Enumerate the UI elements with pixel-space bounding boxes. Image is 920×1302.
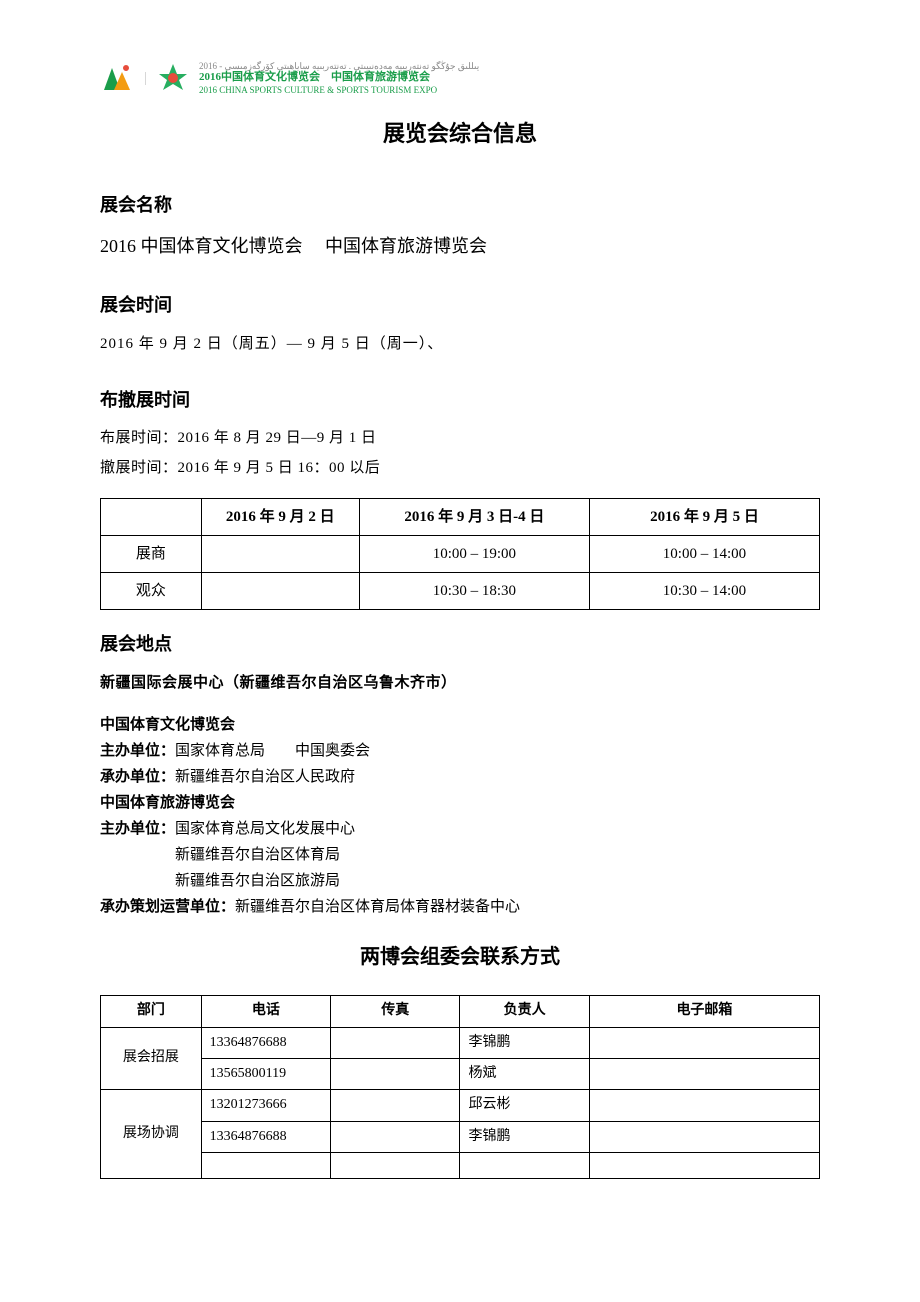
logo-sub-line: 2016 CHINA SPORTS CULTURE & SPORTS TOURI… (199, 85, 479, 96)
schedule-cell: 10:00 – 19:00 (359, 536, 589, 573)
table-row: 展会招展 13364876688 李锦鹏 (101, 1027, 820, 1058)
event-time-text: 2016 年 9 月 2 日（周五）— 9 月 5 日（周一）、 (100, 332, 820, 356)
contacts-fax (331, 1121, 460, 1152)
contacts-person: 邱云彬 (460, 1090, 589, 1121)
expo2-host-3: 新疆维吾尔自治区旅游局 (100, 869, 820, 893)
event-name-text: 2016 中国体育文化博览会 中国体育旅游博览会 (100, 232, 820, 261)
contacts-phone: 13364876688 (201, 1121, 330, 1152)
logo-top-line: 2016 - يىللىق جۇڭگو تەنتەربىيە مەدەنىيىت… (199, 61, 479, 72)
contacts-table: 部门 电话 传真 负责人 电子邮箱 展会招展 13364876688 李锦鹏 1… (100, 995, 820, 1179)
contacts-phone (201, 1153, 330, 1179)
page-title: 展览会综合信息 (100, 116, 820, 151)
contacts-fax (331, 1153, 460, 1179)
table-row: 展场协调 13201273666 邱云彬 (101, 1090, 820, 1121)
schedule-cell: 10:30 – 18:30 (359, 573, 589, 610)
schedule-cell (201, 573, 359, 610)
expo2-host-1: 主办单位：国家体育总局文化发展中心 (100, 817, 820, 841)
contacts-header-phone: 电话 (201, 996, 330, 1027)
setup-line-2: 撤展时间：2016 年 9 月 5 日 16：00 以后 (100, 456, 820, 480)
schedule-table: 2016 年 9 月 2 日 2016 年 9 月 3 日-4 日 2016 年… (100, 498, 820, 610)
contacts-person: 李锦鹏 (460, 1121, 589, 1152)
contacts-person (460, 1153, 589, 1179)
contacts-header-email: 电子邮箱 (589, 996, 819, 1027)
contacts-header-person: 负责人 (460, 996, 589, 1027)
schedule-cell (201, 536, 359, 573)
expo2-op: 承办策划运营单位：新疆维吾尔自治区体育局体育器材装备中心 (100, 895, 820, 919)
contacts-dept: 展会招展 (101, 1027, 202, 1090)
expo2-host-2: 新疆维吾尔自治区体育局 (100, 843, 820, 867)
schedule-header-0 (101, 499, 202, 536)
schedule-row-label: 展商 (101, 536, 202, 573)
contacts-fax (331, 1090, 460, 1121)
logo-icon-1 (100, 60, 136, 96)
contact-section-title: 两博会组委会联系方式 (100, 941, 820, 973)
schedule-header-1: 2016 年 9 月 2 日 (201, 499, 359, 536)
contacts-header-dept: 部门 (101, 996, 202, 1027)
contacts-email (589, 1090, 819, 1121)
contacts-fax (331, 1058, 460, 1089)
contacts-dept: 展场协调 (101, 1090, 202, 1179)
logo-text-block: 2016 - يىللىق جۇڭگو تەنتەربىيە مەدەنىيىت… (199, 61, 479, 96)
contacts-person: 杨斌 (460, 1058, 589, 1089)
table-row: 13364876688 李锦鹏 (101, 1121, 820, 1152)
table-row: 13565800119 杨斌 (101, 1058, 820, 1089)
expo2-title: 中国体育旅游博览会 (100, 791, 820, 815)
contacts-fax (331, 1027, 460, 1058)
schedule-row-label: 观众 (101, 573, 202, 610)
expo1-title: 中国体育文化博览会 (100, 713, 820, 737)
logo-main-line: 2016中国体育文化博览会 中国体育旅游博览会 (199, 71, 479, 84)
contacts-phone: 13364876688 (201, 1027, 330, 1058)
contacts-email (589, 1121, 819, 1152)
header-logo-row: | 2016 - يىللىق جۇڭگو تەنتەربىيە مەدەنىي… (100, 60, 820, 96)
logo-icon-2 (155, 60, 191, 96)
setup-line-1: 布展时间：2016 年 8 月 29 日—9 月 1 日 (100, 426, 820, 450)
table-row (101, 1153, 820, 1179)
expo1-host: 主办单位：国家体育总局 中国奥委会 (100, 739, 820, 763)
schedule-header-3: 2016 年 9 月 5 日 (589, 499, 819, 536)
contacts-phone: 13565800119 (201, 1058, 330, 1089)
contacts-email (589, 1153, 819, 1179)
contacts-email (589, 1027, 819, 1058)
logo-divider: | (144, 66, 147, 90)
table-row: 观众 10:30 – 18:30 10:30 – 14:00 (101, 573, 820, 610)
venue-text: 新疆国际会展中心（新疆维吾尔自治区乌鲁木齐市） (100, 671, 820, 695)
expo1-org: 承办单位：新疆维吾尔自治区人民政府 (100, 765, 820, 789)
schedule-header-2: 2016 年 9 月 3 日-4 日 (359, 499, 589, 536)
contacts-phone: 13201273666 (201, 1090, 330, 1121)
schedule-cell: 10:00 – 14:00 (589, 536, 819, 573)
section-heading-time: 展会时间 (100, 291, 820, 320)
section-heading-venue: 展会地点 (100, 630, 820, 659)
contacts-header-fax: 传真 (331, 996, 460, 1027)
table-row: 部门 电话 传真 负责人 电子邮箱 (101, 996, 820, 1027)
table-row: 展商 10:00 – 19:00 10:00 – 14:00 (101, 536, 820, 573)
section-heading-name: 展会名称 (100, 191, 820, 220)
section-heading-setup: 布撤展时间 (100, 386, 820, 415)
schedule-cell: 10:30 – 14:00 (589, 573, 819, 610)
contacts-email (589, 1058, 819, 1089)
contacts-person: 李锦鹏 (460, 1027, 589, 1058)
table-row: 2016 年 9 月 2 日 2016 年 9 月 3 日-4 日 2016 年… (101, 499, 820, 536)
